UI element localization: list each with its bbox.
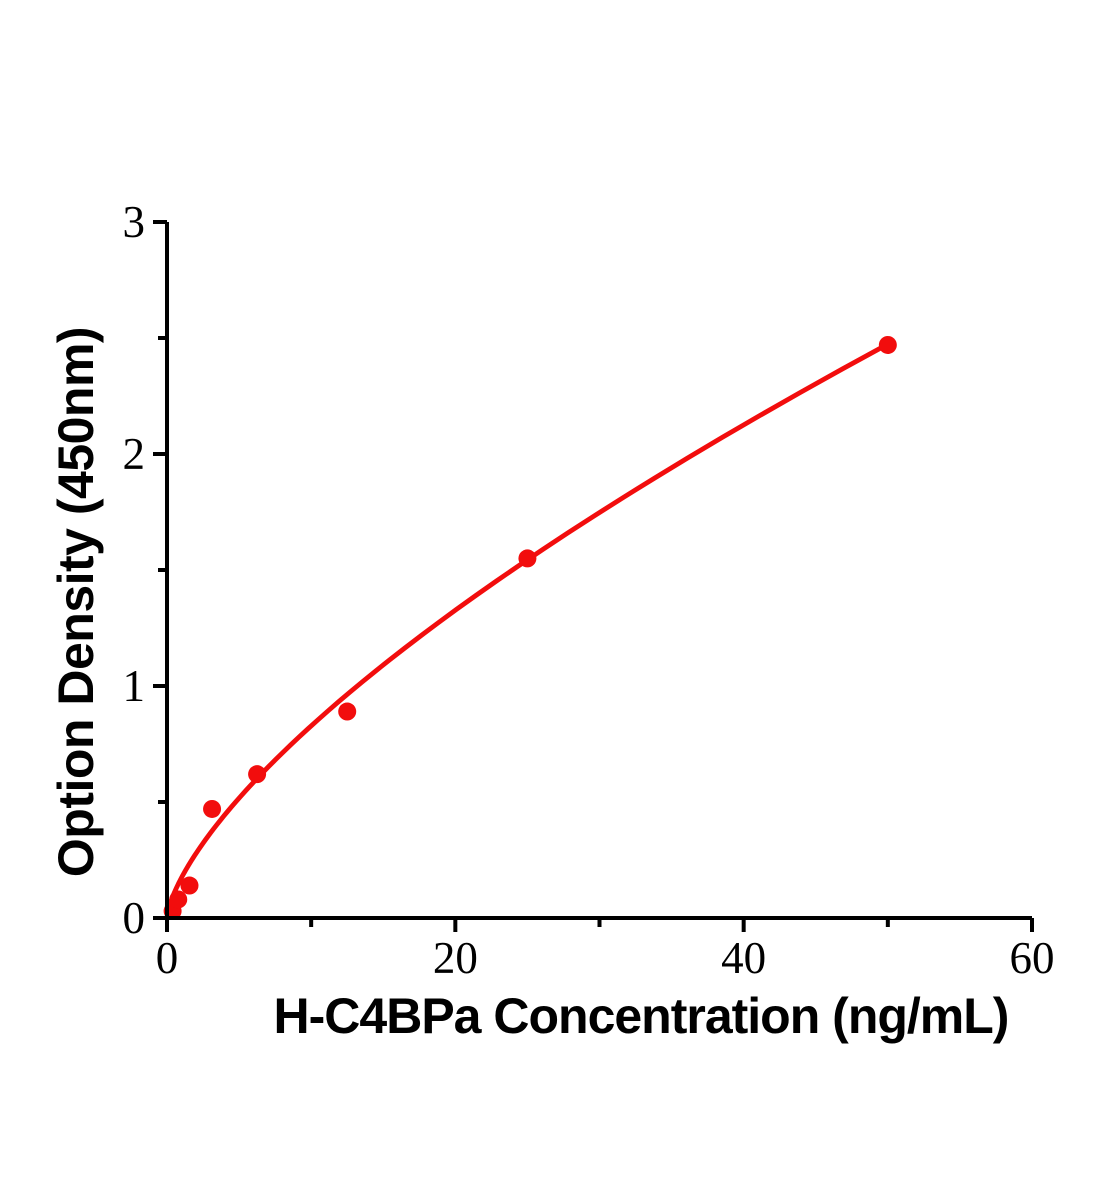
y-tick-label: 0 [123, 893, 146, 943]
data-point [518, 549, 537, 568]
data-point [180, 876, 199, 895]
fit-curve [164, 341, 891, 918]
y-axis-title: Option Density (450nm) [48, 327, 104, 877]
plot-area: 0 1 2 3 0 20 40 60 [123, 197, 1055, 983]
axis-line [165, 222, 1032, 920]
x-tick-label: 20 [433, 933, 478, 983]
data-point [338, 702, 357, 721]
x-tick-label: 60 [1010, 933, 1055, 983]
x-tick-label: 40 [721, 933, 766, 983]
x-axis-title: H-C4BPa Concentration (ng/mL) [274, 988, 1009, 1044]
data-point [203, 799, 222, 818]
y-tick-label: 3 [123, 197, 146, 247]
data-point [169, 890, 188, 909]
data-point [248, 765, 267, 784]
y-tick-label: 1 [123, 661, 146, 711]
y-tick-label: 2 [123, 429, 146, 479]
data-point [878, 335, 897, 354]
x-tick-label: 0 [156, 933, 179, 983]
